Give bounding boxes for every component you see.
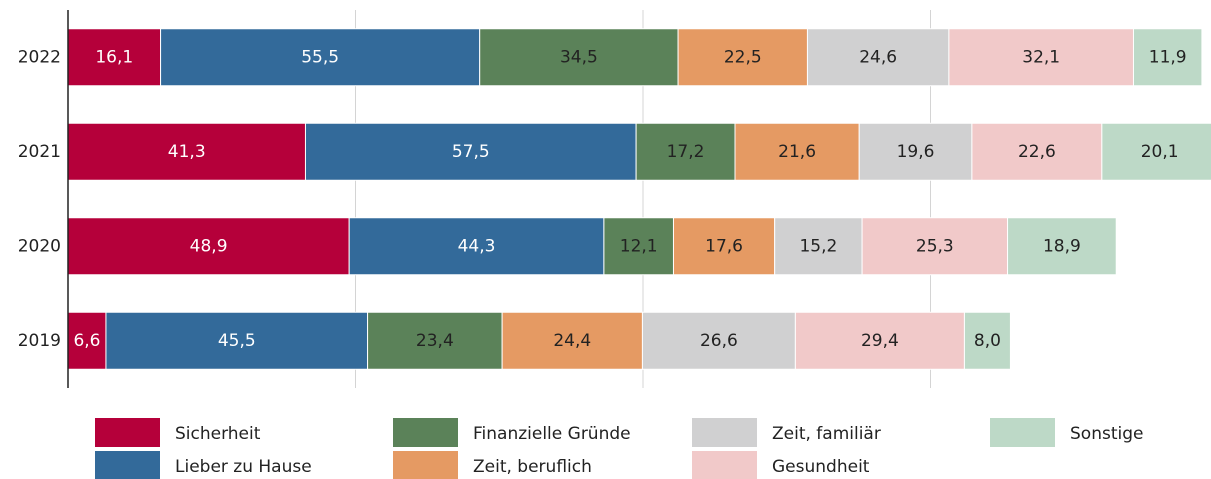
legend-label: Zeit, familiär [772, 424, 881, 444]
legend-swatch [95, 451, 160, 479]
bar-segment [963, 311, 1011, 370]
value-label: 25,3 [916, 236, 954, 256]
bar-segment [858, 122, 973, 181]
value-label: 24,6 [859, 47, 897, 67]
bar-segment [1007, 217, 1117, 276]
value-label: 34,5 [560, 47, 598, 67]
legend-swatch [393, 418, 458, 447]
bar-segment [672, 217, 776, 276]
value-label: 45,5 [218, 331, 256, 351]
bar-segment [861, 217, 1009, 276]
legend-label: Zeit, beruflich [473, 457, 592, 477]
value-label: 55,5 [301, 47, 339, 67]
legend-swatch [393, 451, 458, 479]
y-tick-label: 2021 [18, 142, 61, 162]
bar-segment [67, 311, 107, 370]
bar-segment [105, 311, 369, 370]
value-label: 20,1 [1141, 142, 1179, 162]
bar-segment [367, 311, 503, 370]
legend-label: Sonstige [1070, 424, 1143, 444]
value-label: 8,0 [974, 331, 1001, 351]
bar-segment [794, 311, 965, 370]
bar-segment [501, 311, 643, 370]
value-label: 22,5 [724, 47, 762, 67]
legend-label: Sicherheit [175, 424, 261, 444]
bar-segment [1132, 28, 1203, 87]
value-label: 57,5 [452, 142, 490, 162]
bar-segment [304, 122, 637, 181]
legend-swatch [692, 451, 757, 479]
legend-label: Finanzielle Gründe [473, 424, 631, 444]
y-tick-label: 2020 [18, 236, 61, 256]
value-label: 26,6 [700, 331, 738, 351]
legend-swatch [692, 418, 757, 447]
value-label: 48,9 [190, 236, 228, 256]
value-label: 44,3 [458, 236, 496, 256]
value-label: 11,9 [1149, 47, 1187, 67]
value-label: 19,6 [897, 142, 935, 162]
value-label: 15,2 [799, 236, 837, 256]
value-label: 22,6 [1018, 142, 1056, 162]
value-label: 41,3 [168, 142, 206, 162]
legend-label: Lieber zu Hause [175, 457, 312, 477]
bar-segment [734, 122, 860, 181]
y-tick-label: 2019 [18, 331, 61, 351]
bar-segment [641, 311, 796, 370]
bar-segment [160, 28, 481, 87]
legend-swatch [990, 418, 1055, 447]
bar-segment [677, 28, 808, 87]
bar-segment [348, 217, 605, 276]
bar-segment [603, 217, 674, 276]
bar-segment [479, 28, 679, 87]
y-tick-label: 2022 [18, 47, 61, 67]
bar-segment [948, 28, 1134, 87]
bar-segment [971, 122, 1103, 181]
value-label: 6,6 [73, 331, 100, 351]
value-label: 17,6 [705, 236, 743, 256]
value-label: 32,1 [1022, 47, 1060, 67]
value-label: 12,1 [620, 236, 658, 256]
value-label: 29,4 [861, 331, 899, 351]
legend-swatch [95, 418, 160, 447]
bar-segment [806, 28, 950, 87]
bar-segment [67, 28, 162, 87]
bar-segment [67, 217, 350, 276]
value-label: 16,1 [95, 47, 133, 67]
bar-segment [635, 122, 736, 181]
value-label: 23,4 [416, 331, 454, 351]
legend-label: Gesundheit [772, 457, 870, 477]
bar-segment [1101, 122, 1211, 181]
value-label: 24,4 [553, 331, 591, 351]
value-label: 17,2 [667, 142, 705, 162]
value-label: 21,6 [778, 142, 816, 162]
value-label: 18,9 [1043, 236, 1081, 256]
